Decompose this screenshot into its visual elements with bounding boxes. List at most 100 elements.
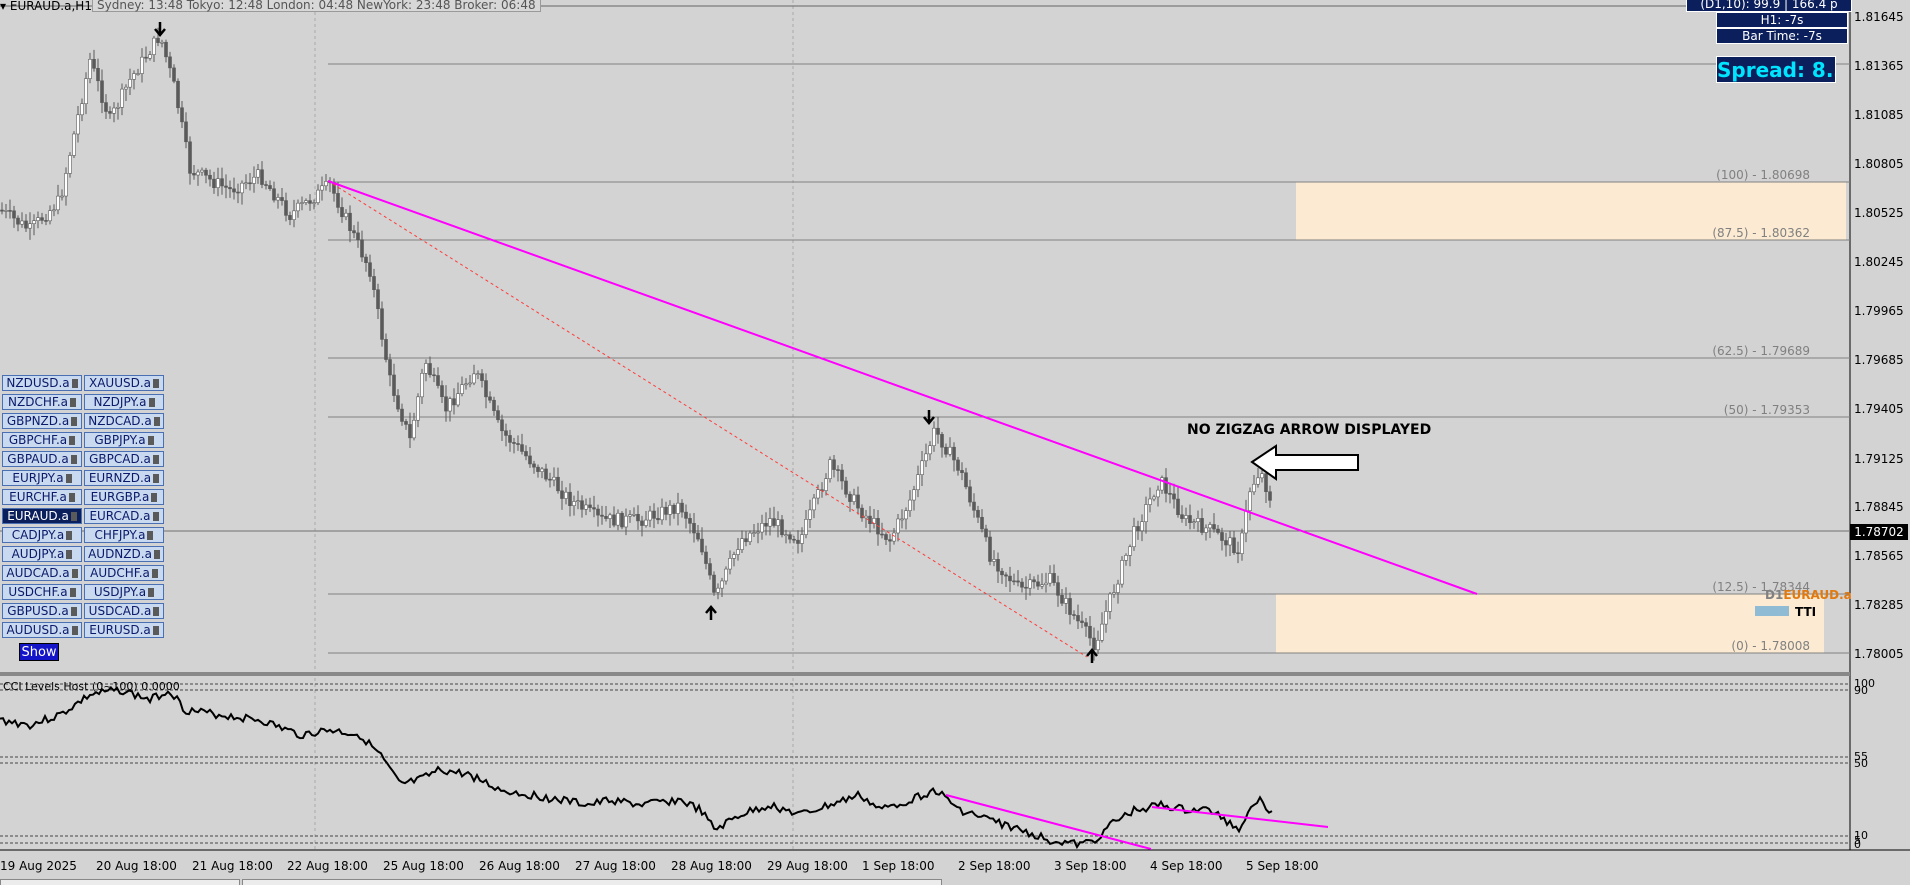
symbol-button-audnzd-a[interactable]: AUDNZD.a — [84, 546, 164, 562]
show-button[interactable]: Show — [19, 643, 59, 661]
symbol-button-audjpy-a[interactable]: AUDJPY.a — [2, 546, 82, 562]
symbol-button-usdjpy-a[interactable]: USDJPY.a — [84, 584, 164, 600]
candle-body — [784, 534, 788, 536]
symbol-button-nzdjpy-a[interactable]: NZDJPY.a — [84, 394, 164, 410]
symbol-button-eurjpy-a[interactable]: EURJPY.a — [2, 470, 82, 486]
candle-body — [1236, 552, 1240, 555]
symbol-button-chfjpy-a[interactable]: CHFJPY.a — [84, 527, 164, 543]
symbol-button-gbpusd-a[interactable]: GBPUSD.a — [2, 603, 82, 619]
symbol-button-eurnzd-a[interactable]: EURNZD.a — [84, 470, 164, 486]
symbol-button-gbpchf-a[interactable]: GBPCHF.a — [2, 432, 82, 448]
symbol-button-xauusd-a[interactable]: XAUUSD.a — [84, 375, 164, 391]
left-arrow-outline-icon — [1250, 444, 1359, 481]
fibonacci-levels[interactable] — [328, 63, 1850, 654]
symbol-square-icon — [152, 626, 159, 635]
symbol-button-label: EURAUD.a — [7, 509, 69, 523]
symbol-button-audusd-a[interactable]: AUDUSD.a — [2, 622, 82, 638]
candle-body — [104, 102, 108, 112]
symbol-button-usdchf-a[interactable]: USDCHF.a — [2, 584, 82, 600]
candle-body — [300, 202, 304, 204]
symbol-button-nzdcad-a[interactable]: NZDCAD.a — [84, 413, 164, 429]
candle-body — [1104, 611, 1108, 625]
candle-body — [336, 193, 340, 208]
candle-body — [56, 195, 60, 211]
candle-body — [972, 501, 976, 511]
symbol-button-gbpnzd-a[interactable]: GBPNZD.a — [2, 413, 82, 429]
symbol-button-audchf-a[interactable]: AUDCHF.a — [84, 565, 164, 581]
candle-body — [508, 435, 512, 443]
candle-body — [292, 210, 296, 220]
candle-body — [920, 460, 924, 475]
candle-body — [464, 383, 468, 386]
candle-body — [1004, 574, 1008, 577]
price-tick-label: 1.81085 — [1854, 108, 1904, 122]
symbol-button-euraud-a[interactable]: EURAUD.a — [2, 508, 82, 524]
fib-label-50: (50) - 1.79353 — [1723, 403, 1810, 417]
candle-body — [1068, 598, 1072, 615]
candle-body — [996, 559, 1000, 572]
candle-body — [1024, 586, 1028, 589]
trendline[interactable] — [327, 180, 1478, 595]
time-tick-label: 5 Sep 18:00 — [1246, 859, 1319, 873]
candle-body — [596, 508, 600, 516]
chart-tab[interactable] — [0, 879, 240, 885]
symbol-button-eurusd-a[interactable]: EURUSD.a — [84, 622, 164, 638]
candle-body — [1136, 526, 1140, 532]
symbol-button-audcad-a[interactable]: AUDCAD.a — [2, 565, 82, 581]
candle-body — [0, 209, 4, 212]
candle-body — [1180, 514, 1184, 519]
price-tick-label: 1.78005 — [1854, 647, 1904, 661]
symbol-button-cadjpy-a[interactable]: CADJPY.a — [2, 527, 82, 543]
symbol-button-gbpjpy-a[interactable]: GBPJPY.a — [84, 432, 164, 448]
candle-body — [812, 497, 816, 511]
candle-body — [448, 398, 452, 412]
cci-trendline[interactable] — [945, 794, 1152, 850]
symbol-button-nzdchf-a[interactable]: NZDCHF.a — [2, 394, 82, 410]
chart-title: ▾ EURAUD.a,H1 — [0, 0, 92, 13]
symbol-square-icon — [71, 417, 78, 426]
candle-body — [476, 373, 480, 375]
candle-body — [1172, 493, 1176, 500]
candle-body — [1080, 620, 1084, 623]
candle-body — [124, 86, 128, 90]
chart-tab[interactable] — [242, 879, 942, 885]
candle-body — [368, 262, 372, 277]
symbol-button-nzdusd-a[interactable]: NZDUSD.a — [2, 375, 82, 391]
candle-body — [800, 534, 804, 544]
candle-body — [684, 511, 688, 519]
candle-body — [644, 519, 648, 526]
candle-body — [152, 37, 156, 55]
subwindow-separator[interactable] — [0, 672, 1850, 676]
symbol-button-gbpaud-a[interactable]: GBPAUD.a — [2, 451, 82, 467]
candle-body — [692, 523, 696, 534]
candle-body — [892, 532, 896, 542]
candle-body — [512, 442, 516, 444]
symbol-button-eurchf-a[interactable]: EURCHF.a — [2, 489, 82, 505]
candle-body — [1164, 477, 1168, 494]
spread-display: Spread: 8.50 — [1716, 56, 1836, 83]
candle-body — [116, 107, 120, 109]
candle-body — [980, 516, 984, 530]
candle-body — [988, 536, 992, 562]
cci-trendline[interactable] — [1151, 806, 1329, 828]
candle-body — [28, 223, 32, 229]
candle-body — [952, 446, 956, 461]
dropdown-triangle-icon[interactable]: ▾ — [0, 0, 7, 13]
supply-zone[interactable] — [1296, 182, 1846, 240]
candle-body — [1084, 622, 1088, 627]
candle-body — [696, 532, 700, 540]
zigzag-line[interactable] — [327, 180, 1088, 658]
candle-body — [284, 200, 288, 216]
symbol-button-eurcad-a[interactable]: EURCAD.a — [84, 508, 164, 524]
symbol-button-gbpcad-a[interactable]: GBPCAD.a — [84, 451, 164, 467]
candle-body — [296, 202, 300, 212]
candle-body — [8, 210, 12, 212]
demand-zone[interactable] — [1276, 594, 1824, 653]
candle-body — [1108, 593, 1112, 612]
symbol-button-usdcad-a[interactable]: USDCAD.a — [84, 603, 164, 619]
candle-body — [112, 107, 116, 114]
symbol-button-eurgbp-a[interactable]: EURGBP.a — [84, 489, 164, 505]
symbol-square-icon — [152, 512, 159, 521]
